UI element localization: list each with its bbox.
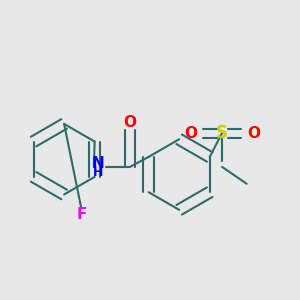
Text: H: H [93,166,103,179]
Text: O: O [247,126,260,141]
Text: F: F [76,207,87,222]
Text: O: O [184,126,197,141]
Text: N: N [92,156,104,171]
Text: S: S [216,124,228,142]
Text: O: O [124,115,136,130]
